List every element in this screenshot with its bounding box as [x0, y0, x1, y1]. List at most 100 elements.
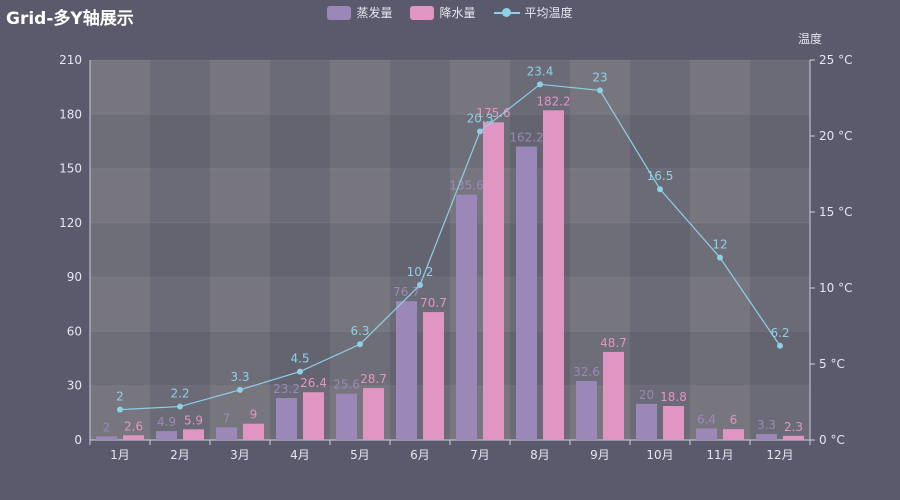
bar-precipitation — [363, 388, 384, 440]
bar-evaporation — [156, 431, 177, 440]
bar-evaporation — [516, 146, 537, 440]
y-axis-right-tick-label: 20 °C — [819, 129, 852, 143]
bar-value-label-evaporation: 3.3 — [757, 418, 776, 432]
bar-value-label-evaporation: 25.6 — [333, 378, 360, 392]
temperature-value-label: 23 — [592, 70, 607, 84]
bar-precipitation — [183, 429, 204, 440]
temperature-value-label: 2 — [116, 390, 124, 404]
temperature-value-label: 4.5 — [290, 352, 309, 366]
bar-value-label-evaporation: 162.2 — [509, 130, 543, 144]
legend-item-evaporation[interactable]: 蒸发量 — [327, 4, 392, 21]
grid-split-area — [90, 60, 150, 440]
legend-item-temperature[interactable]: 平均温度 — [493, 4, 573, 21]
legend-label-temperature: 平均温度 — [524, 6, 573, 20]
y-axis-right-name: 温度 — [798, 31, 822, 46]
temperature-value-label: 3.3 — [230, 370, 249, 384]
x-axis-tick-label: 2月 — [170, 448, 190, 462]
legend-swatch-temperature — [493, 6, 520, 20]
x-axis-tick-label: 9月 — [590, 448, 610, 462]
bar-precipitation — [663, 405, 684, 440]
temperature-point — [417, 281, 423, 288]
temperature-value-label: 12 — [712, 238, 727, 252]
grid-split-band — [90, 114, 810, 169]
bar-value-label-evaporation: 2 — [103, 420, 111, 434]
chart-title: Grid-多Y轴展示 — [6, 9, 134, 29]
legend-swatch-evaporation — [327, 5, 352, 20]
bar-value-label-precipitation: 175.6 — [476, 106, 510, 120]
y-axis-left-tick-label: 90 — [67, 270, 82, 284]
bar-value-label-evaporation: 4.9 — [157, 415, 176, 429]
bar-value-label-precipitation: 18.8 — [660, 390, 687, 404]
bar-precipitation — [243, 423, 264, 440]
bar-value-label-precipitation: 182.2 — [536, 94, 570, 108]
bar-precipitation — [483, 122, 504, 440]
temperature-point — [477, 128, 483, 135]
bar-precipitation — [303, 392, 324, 440]
y-axis-right-tick-label: 25 °C — [819, 53, 852, 67]
bar-precipitation — [723, 429, 744, 440]
bar-value-label-precipitation: 70.7 — [420, 296, 447, 310]
temperature-line — [119, 83, 781, 411]
x-axis-tick-label: 4月 — [290, 448, 310, 462]
bar-value-label-evaporation: 76.7 — [393, 285, 420, 299]
grid-split-band — [90, 331, 810, 386]
bar-evaporation — [396, 301, 417, 440]
y-axis-right-tick-label: 5 °C — [819, 357, 845, 371]
x-axis-tick-label: 5月 — [350, 448, 370, 462]
x-axis-tick-label: 3月 — [230, 448, 250, 462]
bar-precipitation — [603, 351, 624, 440]
y-axis-left-tick-label: 120 — [59, 216, 82, 230]
y-axis-right-tick-label: 10 °C — [819, 281, 852, 295]
y-axis-right-tick-label: 15 °C — [819, 205, 852, 219]
temperature-point — [297, 368, 303, 375]
temperature-point — [357, 341, 363, 348]
y-axis-left-tick-label: 30 — [67, 379, 82, 393]
x-axis-tick-label: 8月 — [530, 448, 550, 462]
bar-value-label-evaporation: 20 — [639, 388, 654, 402]
y-axis-right-tick-label: 0 °C — [819, 433, 845, 447]
grid-split-area — [690, 60, 750, 440]
temperature-value-label: 2.2 — [170, 387, 189, 401]
bar-evaporation — [576, 381, 597, 440]
y-axis-left-tick-label: 0 — [74, 433, 82, 447]
grid-split-area — [150, 60, 210, 440]
legend-label-precipitation: 降水量 — [439, 6, 476, 20]
grid-split-area — [630, 60, 690, 440]
legend-item-precipitation[interactable]: 降水量 — [410, 4, 476, 21]
bar-value-label-precipitation: 5.9 — [184, 413, 203, 427]
bar-evaporation — [636, 403, 657, 440]
temperature-point — [597, 87, 603, 94]
x-axis-tick-label: 12月 — [766, 448, 793, 462]
temperature-value-label: 20.3 — [467, 111, 494, 125]
x-axis-tick-label: 11月 — [706, 448, 733, 462]
bar-value-label-evaporation: 135.6 — [449, 179, 483, 193]
bar-evaporation — [336, 393, 357, 440]
bar-value-label-precipitation: 2.6 — [124, 419, 143, 433]
grid-split-area — [330, 60, 390, 440]
bar-evaporation — [96, 436, 117, 440]
grid-split-area — [210, 60, 270, 440]
bar-value-label-evaporation: 7 — [223, 411, 231, 425]
grid-split-area — [270, 60, 330, 440]
bar-evaporation — [276, 398, 297, 440]
bar-value-label-precipitation: 2.3 — [784, 420, 803, 434]
bar-precipitation — [783, 435, 804, 440]
legend: 蒸发量 降水量 平均温度 — [0, 4, 900, 21]
temperature-value-label: 6.3 — [350, 324, 369, 338]
bar-value-label-precipitation: 26.4 — [300, 376, 327, 390]
y-axis-left-tick-label: 150 — [59, 162, 82, 176]
x-axis-tick-label: 10月 — [646, 448, 673, 462]
bar-value-label-evaporation: 23.2 — [273, 382, 300, 396]
grid-split-area — [750, 60, 810, 440]
temperature-value-label: 16.5 — [647, 169, 674, 183]
temperature-value-label: 6.2 — [770, 326, 789, 340]
bar-value-label-precipitation: 48.7 — [600, 336, 627, 350]
x-axis-tick-label: 6月 — [410, 448, 430, 462]
x-axis-tick-label: 7月 — [470, 448, 490, 462]
temperature-point — [717, 254, 723, 261]
temperature-point — [657, 186, 663, 193]
bar-precipitation — [123, 435, 144, 440]
legend-swatch-precipitation — [410, 5, 435, 20]
temperature-value-label: 10.2 — [407, 265, 434, 279]
